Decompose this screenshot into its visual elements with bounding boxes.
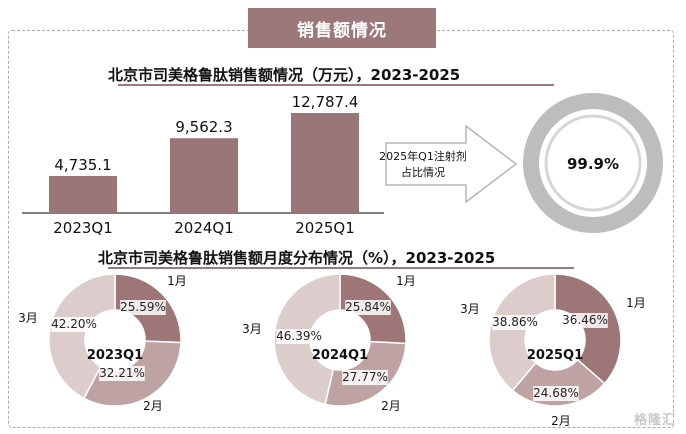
donut-center-label: 2024Q1 xyxy=(312,348,368,363)
donut-value-label: 32.21% xyxy=(99,366,145,380)
donut-value-label: 24.68% xyxy=(533,386,579,400)
donut-value-label-bg xyxy=(345,300,391,315)
donut-month-label: 1月 xyxy=(167,274,187,288)
donut-month-label: 2月 xyxy=(143,399,163,413)
donut-month-label: 1月 xyxy=(626,296,646,310)
donut-value-label: 36.46% xyxy=(562,313,608,327)
bar-value-label: 12,787.4 xyxy=(292,93,359,111)
arrow-shape xyxy=(385,124,518,204)
donut-charts-title: 北京市司美格鲁肽销售额月度分布情况（%），2023-2025 xyxy=(98,249,496,267)
donut-value-label: 25.59% xyxy=(120,300,166,314)
donut-charts: 25.59%1月32.21%2月42.20%3月2023Q125.84%1月27… xyxy=(18,273,646,428)
section-header: 销售额情况 xyxy=(248,8,436,48)
donut-value-label: 25.84% xyxy=(345,300,391,314)
donut-month-label: 3月 xyxy=(460,302,480,316)
bar-2023Q1 xyxy=(49,175,117,213)
share-ring-outer xyxy=(523,93,663,233)
bar-category-label: 2023Q1 xyxy=(53,219,113,237)
bar-title-underline xyxy=(118,84,554,86)
donut-month-label: 2月 xyxy=(551,414,571,428)
arrow-label-line2: 占比情况 xyxy=(401,165,445,179)
donut-value-label: 46.39% xyxy=(276,329,322,343)
donut-month-label: 1月 xyxy=(396,274,416,288)
donut-2023Q1-segment-3 xyxy=(48,273,116,400)
arrow-label-line1: 2025年Q1注射剂 xyxy=(379,149,467,163)
donut-value-label-bg xyxy=(492,315,538,330)
share-ring-label: 99.9% xyxy=(567,155,619,173)
donut-2025Q1-segment-1 xyxy=(554,273,622,385)
donut-value-label-bg xyxy=(562,313,608,328)
bar-category-label: 2025Q1 xyxy=(295,219,355,237)
donut-value-label-bg xyxy=(51,317,97,332)
bar-category-label: 2024Q1 xyxy=(174,219,234,237)
bar-chart: 4,735.1 2023Q1 9,562.3 2024Q1 12,787.4 2025Q1 xyxy=(22,93,384,237)
donut-value-label-bg xyxy=(342,370,388,385)
bar-2025Q1 xyxy=(291,113,359,213)
bar-chart-title: 北京市司美格鲁肽销售额情况（万元），2023-2025 xyxy=(108,66,461,84)
donut-month-label: 3月 xyxy=(18,311,38,325)
donut-value-label: 38.86% xyxy=(492,315,538,329)
bar-value-label: 4,735.1 xyxy=(54,156,111,174)
donut-2025Q1-segment-3 xyxy=(488,273,556,392)
bar-2024Q1 xyxy=(170,138,238,213)
donut-value-label-bg xyxy=(120,300,166,315)
donut-value-label: 42.20% xyxy=(51,317,97,331)
donut-center-label: 2023Q1 xyxy=(87,348,143,363)
donut-month-label: 2月 xyxy=(381,399,401,413)
donut-month-label: 3月 xyxy=(242,322,262,336)
bar-value-label: 9,562.3 xyxy=(175,118,232,136)
donut-title-underline xyxy=(108,267,574,269)
donut-value-label-bg xyxy=(99,366,145,381)
donut-value-label: 27.77% xyxy=(342,370,388,384)
share-ring-inner-line xyxy=(544,114,642,212)
donut-center-label: 2025Q1 xyxy=(527,348,583,363)
donut-value-label-bg xyxy=(533,386,579,401)
watermark-logo: 格隆汇 xyxy=(633,413,676,428)
donut-value-label-bg xyxy=(276,329,322,344)
